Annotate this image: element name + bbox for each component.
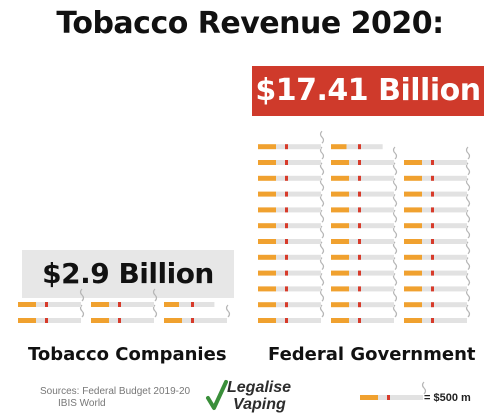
logo-line-2: Vaping xyxy=(233,396,286,413)
logo-text: Legalise Vaping xyxy=(227,379,291,413)
federal-cigarette-29 xyxy=(331,162,398,181)
federal-cigarette-35 xyxy=(331,144,383,150)
federal-cigarette-28 xyxy=(258,162,325,181)
federal-cigarette-31 xyxy=(258,146,325,165)
federal-cigarette-10 xyxy=(258,257,325,276)
federal-cigarette-22 xyxy=(258,193,325,213)
federal-cigarette-33 xyxy=(404,146,471,165)
category-label-federal: Federal Government xyxy=(268,344,476,365)
companies-cigarette-5 xyxy=(91,288,158,307)
federal-cigarette-32 xyxy=(331,146,398,165)
legend-cigarette-icon xyxy=(360,381,427,400)
federal-cigarette-19 xyxy=(258,209,325,229)
federal-cigarette-24 xyxy=(404,193,471,213)
checkmark-icon xyxy=(206,380,228,410)
federal-cigarette-5 xyxy=(331,288,398,308)
logo-line-1: Legalise xyxy=(227,379,292,396)
federal-cigarette-18 xyxy=(404,225,471,244)
federal-cigarette-14 xyxy=(331,241,398,260)
federal-value-label: $17.41 Billion xyxy=(252,66,484,116)
sources-line-2: IBIS World xyxy=(58,398,106,409)
legalise-vaping-logo: Legalise Vaping xyxy=(205,378,315,418)
federal-cigarette-15 xyxy=(404,241,471,260)
legend-value-label: = $500 m xyxy=(424,392,471,404)
federal-cigarette-17 xyxy=(331,225,398,244)
federal-cigarette-16 xyxy=(258,225,325,244)
federal-cigarette-11 xyxy=(331,257,398,276)
category-label-companies: Tobacco Companies xyxy=(28,344,227,365)
federal-cigarette-26 xyxy=(331,178,398,197)
companies-cigarettes xyxy=(18,288,231,323)
federal-cigarette-4 xyxy=(258,288,325,308)
federal-cigarette-1 xyxy=(258,304,325,323)
federal-cigarettes xyxy=(258,130,471,323)
legend-cigarette xyxy=(360,381,427,400)
federal-cigarette-13 xyxy=(258,241,325,260)
federal-cigarette-2 xyxy=(331,304,398,323)
federal-cigarette-27 xyxy=(404,178,471,197)
federal-cigarette-23 xyxy=(331,193,398,213)
federal-cigarette-7 xyxy=(258,272,325,292)
federal-cigarette-21 xyxy=(404,209,471,229)
companies-cigarette-4 xyxy=(18,288,85,307)
federal-cigarette-34 xyxy=(258,130,325,150)
companies-cigarette-6 xyxy=(164,302,215,307)
sources-line-1: Sources: Federal Budget 2019-20 xyxy=(40,386,191,397)
federal-cigarette-25 xyxy=(258,178,325,197)
federal-cigarette-3 xyxy=(404,304,471,323)
federal-cigarette-12 xyxy=(404,257,471,276)
federal-cigarette-30 xyxy=(404,162,471,181)
federal-cigarette-8 xyxy=(331,272,398,292)
companies-cigarette-1 xyxy=(18,304,85,323)
federal-cigarette-9 xyxy=(404,272,471,292)
federal-cigarette-6 xyxy=(404,288,471,308)
companies-value-label: $2.9 Billion xyxy=(22,250,234,298)
sources-note: Sources: Federal Budget 2019-20 IBIS Wor… xyxy=(40,386,190,410)
companies-cigarette-3 xyxy=(164,304,231,323)
chart-title: Tobacco Revenue 2020: xyxy=(56,6,444,41)
federal-cigarette-20 xyxy=(331,209,398,229)
companies-cigarette-2 xyxy=(91,304,158,323)
